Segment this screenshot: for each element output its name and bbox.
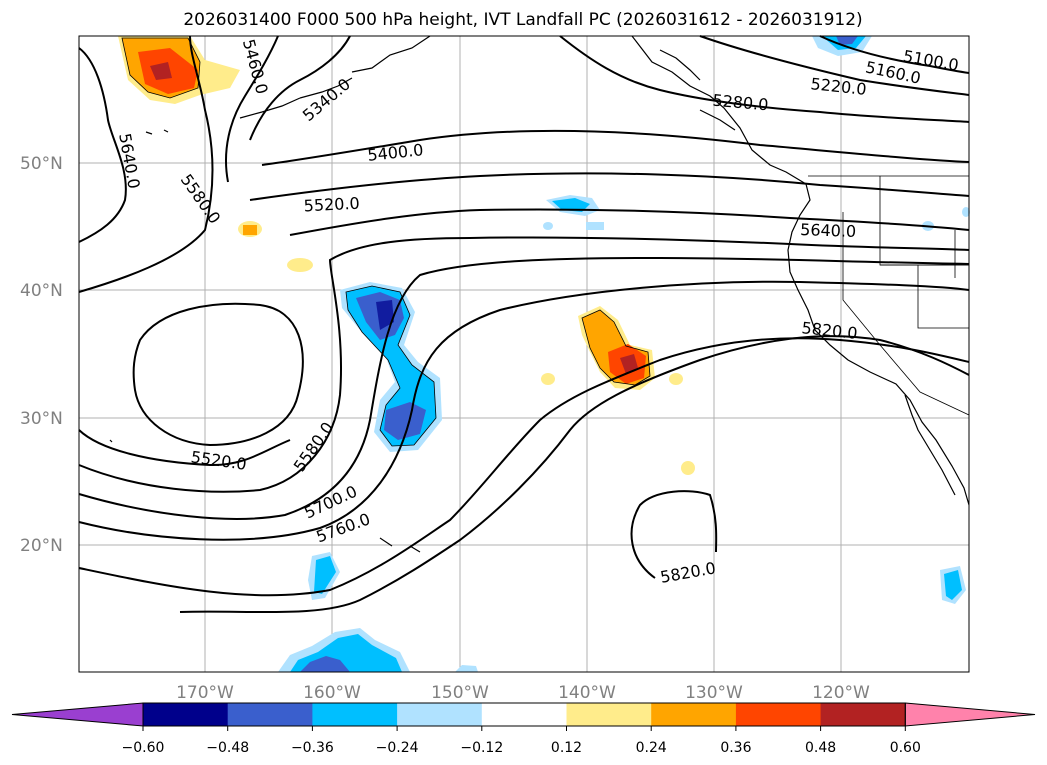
map-frame: [78, 35, 970, 673]
colorbar-tick-label: −0.12: [460, 740, 503, 756]
lon-tick-label: 130°W: [685, 683, 743, 703]
lon-tick-label: 170°W: [176, 683, 234, 703]
colorbar-tick-label: −0.48: [206, 740, 249, 756]
lon-tick-label: 140°W: [558, 683, 616, 703]
colorbar-tick-label: 0.48: [805, 740, 836, 756]
lat-ticks: 50°N 40°N 30°N 20°N: [20, 154, 63, 556]
colorbar-swatch: [481, 703, 567, 726]
lat-tick-label: 20°N: [20, 536, 63, 556]
colorbar-tick-label: 0.36: [720, 740, 751, 756]
coastlines: [109, 35, 970, 553]
lon-tick-label: 160°W: [303, 683, 361, 703]
contour-label: 5640.0: [800, 220, 857, 241]
colorbar-swatch: [566, 703, 652, 726]
colorbar-swatch: [397, 703, 483, 726]
colorbar-tick-label: 0.60: [890, 740, 921, 756]
colorbar-tick-label: 0.24: [636, 740, 667, 756]
lon-tick-label: 120°W: [812, 683, 870, 703]
colorbar-extend-max: [904, 702, 1036, 727]
lon-ticks: 170°W 160°W 150°W 140°W 130°W 120°W: [176, 683, 870, 703]
colorbar-tick-label: 0.12: [551, 740, 582, 756]
colorbar: −0.60 −0.48 −0.36 −0.24 −0.12 0.12 0.24 0.36 0.4…: [11, 702, 1036, 756]
colorbar-swatch: [651, 703, 737, 726]
colorbar-outline: [142, 702, 906, 727]
colorbar-swatch: [227, 703, 313, 726]
lat-tick-label: 40°N: [20, 281, 63, 301]
contour-label: 5280.0: [712, 91, 769, 115]
contour-label: 5520.0: [303, 194, 360, 216]
lat-tick-label: 30°N: [20, 409, 63, 429]
colorbar-tick-label: −0.36: [291, 740, 334, 756]
figure-title: 2026031400 F000 500 hPa height, IVT Land…: [183, 10, 862, 30]
colorbar-swatch: [820, 703, 906, 726]
lat-tick-label: 50°N: [20, 154, 63, 174]
height-contours: [78, 35, 970, 614]
colorbar-tick-label: −0.24: [376, 740, 419, 756]
colorbar-swatch: [735, 703, 822, 726]
colorbar-tick-label: −0.60: [122, 740, 165, 756]
colorbar-extend-min: [11, 702, 144, 727]
colorbar-swatch: [143, 703, 229, 726]
colorbar-swatch: [312, 703, 398, 726]
lon-tick-label: 150°W: [431, 683, 489, 703]
